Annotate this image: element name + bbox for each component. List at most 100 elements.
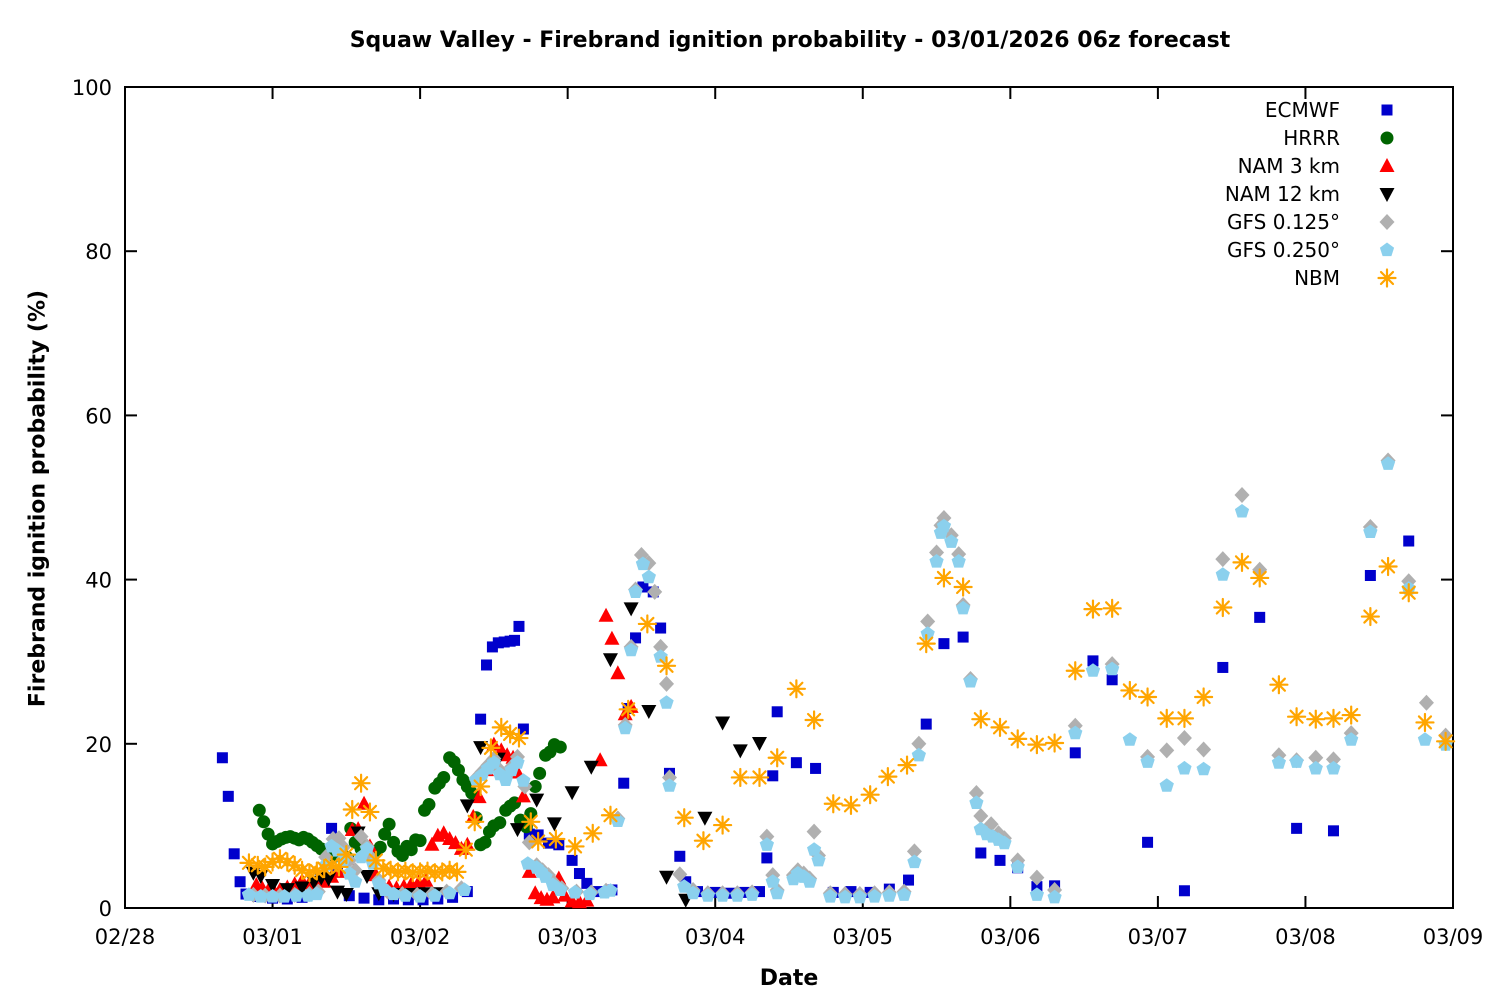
point-ecmwf bbox=[1217, 661, 1229, 673]
point-nam-12-km bbox=[473, 741, 489, 756]
point-nbm bbox=[1157, 708, 1177, 728]
point-ecmwf bbox=[481, 659, 493, 671]
x-tick-label: 03/04 bbox=[685, 925, 746, 949]
point-gfs-0-250- bbox=[1159, 778, 1174, 792]
point-gfs-0-250- bbox=[852, 889, 867, 904]
point-ecmwf bbox=[523, 828, 535, 840]
point-gfs-0-250- bbox=[457, 882, 472, 896]
point-nbm bbox=[1306, 709, 1326, 729]
point-gfs-0-250- bbox=[920, 626, 935, 640]
point-gfs-0-250- bbox=[624, 642, 639, 657]
point-gfs-0-250- bbox=[944, 534, 959, 548]
point-gfs-0-250- bbox=[686, 885, 701, 900]
point-gfs-0-250- bbox=[929, 554, 944, 568]
asterisk-ray bbox=[1380, 559, 1396, 574]
point-ecmwf bbox=[637, 581, 649, 593]
point-nam-12-km bbox=[459, 799, 475, 814]
point-ecmwf bbox=[228, 848, 240, 860]
point-gfs-0-125- bbox=[653, 638, 669, 655]
asterisk-ray bbox=[936, 570, 952, 586]
point-gfs-0-250- bbox=[807, 842, 822, 856]
point-gfs-0-250- bbox=[413, 889, 428, 903]
x-tick-label: 03/08 bbox=[1275, 925, 1336, 949]
point-ecmwf bbox=[222, 790, 234, 802]
point-nbm bbox=[1044, 733, 1065, 753]
point-hrrr bbox=[478, 835, 492, 849]
point-gfs-0-250- bbox=[1122, 732, 1137, 746]
asterisk-ray bbox=[449, 864, 465, 879]
point-nbm bbox=[693, 831, 714, 851]
plot-border bbox=[124, 86, 1454, 909]
legend-label-ecmwf: ECMWF bbox=[1265, 98, 1340, 122]
point-gfs-0-250- bbox=[765, 874, 780, 888]
point-hrrr bbox=[413, 834, 427, 848]
point-nbm bbox=[1174, 708, 1195, 728]
point-nbm bbox=[860, 785, 880, 805]
point-nbm bbox=[1232, 552, 1252, 572]
point-gfs-0-250- bbox=[1047, 889, 1062, 904]
point-gfs-0-250- bbox=[969, 795, 984, 809]
point-gfs-0-250- bbox=[837, 889, 853, 904]
legend-marker-gfs-0-125- bbox=[1379, 214, 1395, 230]
point-nbm bbox=[804, 710, 824, 730]
asterisk-ray bbox=[789, 681, 804, 696]
point-nam-3-km bbox=[545, 889, 561, 904]
point-gfs-0-250- bbox=[1363, 524, 1378, 538]
point-nbm bbox=[618, 699, 638, 719]
point-nam-12-km bbox=[294, 881, 310, 896]
point-gfs-0-250- bbox=[628, 584, 643, 598]
point-gfs-0-250- bbox=[567, 884, 583, 899]
point-ecmwf bbox=[1254, 611, 1266, 623]
point-gfs-0-250- bbox=[538, 869, 553, 883]
point-ecmwf bbox=[790, 757, 802, 769]
asterisk-ray bbox=[1438, 734, 1453, 749]
point-hrrr bbox=[252, 803, 266, 817]
point-gfs-0-250- bbox=[1417, 732, 1433, 746]
asterisk-ray bbox=[659, 658, 674, 673]
asterisk-ray bbox=[1159, 711, 1174, 726]
point-nbm bbox=[528, 831, 548, 852]
point-gfs-0-250- bbox=[1289, 754, 1304, 768]
point-ecmwf bbox=[492, 637, 504, 649]
x-tick-label: 03/01 bbox=[242, 925, 303, 949]
legend-label-nbm: NBM bbox=[1294, 266, 1340, 290]
point-nam-12-km bbox=[279, 883, 295, 898]
asterisk-ray bbox=[770, 750, 785, 765]
asterisk-ray bbox=[863, 787, 878, 802]
point-nam-12-km bbox=[265, 879, 281, 894]
point-hrrr bbox=[493, 816, 507, 830]
asterisk-ray bbox=[826, 796, 841, 811]
x-tick-label: 03/03 bbox=[537, 925, 598, 949]
asterisk-ray bbox=[362, 804, 378, 820]
asterisk-ray bbox=[483, 740, 499, 756]
point-gfs-0-250- bbox=[653, 649, 668, 663]
point-gfs-0-125- bbox=[1159, 742, 1175, 759]
point-gfs-0-125- bbox=[906, 843, 922, 860]
legend-marker-nam-3-km bbox=[1379, 158, 1395, 172]
point-nbm bbox=[565, 836, 585, 857]
asterisk-ray bbox=[250, 858, 265, 873]
point-nbm bbox=[1436, 731, 1456, 751]
asterisk-ray bbox=[272, 851, 288, 866]
point-hrrr bbox=[261, 827, 275, 841]
point-nam-12-km bbox=[732, 744, 748, 759]
point-gfs-0-250- bbox=[811, 852, 826, 867]
point-nam-12-km bbox=[546, 817, 562, 832]
point-ecmwf bbox=[655, 622, 667, 634]
point-gfs-0-250- bbox=[897, 887, 912, 901]
point-gfs-0-250- bbox=[770, 885, 785, 900]
asterisk-ray bbox=[523, 814, 538, 829]
asterisk-ray bbox=[1401, 585, 1416, 600]
point-nbm bbox=[456, 840, 476, 860]
point-gfs-0-250- bbox=[1196, 761, 1211, 776]
point-nbm bbox=[953, 577, 973, 597]
point-gfs-0-250- bbox=[289, 888, 304, 902]
point-ecmwf bbox=[957, 631, 969, 643]
point-ecmwf bbox=[810, 762, 822, 774]
point-gfs-0-250- bbox=[582, 886, 597, 901]
asterisk-ray bbox=[1326, 711, 1341, 726]
point-nbm bbox=[521, 812, 541, 832]
point-nbm bbox=[916, 634, 936, 654]
point-ecmwf bbox=[1031, 881, 1043, 893]
point-ecmwf bbox=[1069, 747, 1081, 759]
